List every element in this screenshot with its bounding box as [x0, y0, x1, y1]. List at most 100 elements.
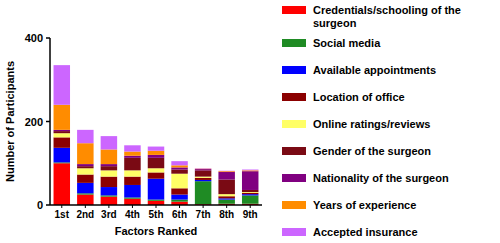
- bar-segment: [77, 195, 93, 205]
- bar-segment: [218, 200, 234, 204]
- y-tick-label: 400: [25, 32, 43, 44]
- legend-swatch: [282, 201, 306, 209]
- legend-line: Nationality of the surgeon: [313, 172, 449, 184]
- legend-label: Accepted insurance: [313, 226, 418, 238]
- bar-segment: [54, 130, 70, 131]
- legend-line: Credentials/schooling of the: [313, 4, 461, 16]
- bar-segment: [77, 143, 93, 164]
- bar-segment: [54, 65, 70, 105]
- bar-segment: [148, 172, 164, 178]
- legend-line: Years of experience: [313, 199, 416, 211]
- chart: 02004001st2nd3rd4th5th6th7th8th9thFactor…: [0, 0, 500, 243]
- legend-line: Accepted insurance: [313, 226, 418, 238]
- legend-label: Credentials/schooling of thesurgeon: [313, 4, 461, 29]
- bar-segment: [218, 196, 234, 198]
- y-tick: [46, 121, 50, 123]
- bar-segment: [171, 165, 187, 167]
- bar-segment: [242, 169, 258, 171]
- y-axis-label: Number of Participants: [4, 61, 16, 182]
- bar-segment: [171, 188, 187, 194]
- bar-segment: [124, 177, 140, 185]
- bar-segment: [242, 195, 258, 203]
- bar-segment: [171, 161, 187, 165]
- legend-swatch: [282, 6, 306, 14]
- x-tick-label: 4th: [125, 209, 140, 220]
- legend-label: Available appointments: [313, 64, 436, 76]
- bar-segment: [218, 198, 234, 199]
- bars: [54, 65, 259, 205]
- x-tick: [132, 205, 133, 208]
- bar-segment: [218, 171, 234, 173]
- bar-segment: [54, 137, 70, 147]
- legend-swatch: [282, 228, 306, 236]
- legend-label: Gender of the surgeon: [313, 145, 431, 157]
- bar-segment: [195, 181, 211, 204]
- bar-segment: [77, 168, 93, 174]
- bar-segment: [101, 166, 117, 170]
- bar-segment: [148, 168, 164, 172]
- bar-segment: [195, 178, 211, 180]
- bar-segment: [101, 149, 117, 164]
- bar-segment: [171, 200, 187, 202]
- bar-segment: [77, 164, 93, 166]
- bar-segment: [218, 194, 234, 196]
- bar-segment: [124, 152, 140, 156]
- legend-label: Online ratings/reviews: [313, 118, 430, 130]
- bar-segment: [195, 169, 211, 170]
- bar-segment: [54, 131, 70, 133]
- bar-segment: [195, 168, 211, 169]
- legend-swatch: [282, 120, 306, 128]
- bar-segment: [148, 155, 164, 158]
- bar-segment: [101, 136, 117, 149]
- bar-segment: [242, 171, 258, 190]
- bar-segment: [124, 156, 140, 158]
- legend-line: Available appointments: [313, 64, 436, 76]
- bar-segment: [171, 174, 187, 189]
- bar-segment: [124, 145, 140, 151]
- bar-segment: [195, 177, 211, 178]
- bar-segment: [195, 180, 211, 181]
- x-tick-label: 9th: [243, 209, 258, 220]
- bar-segment: [218, 172, 234, 180]
- bar-segment: [124, 185, 140, 198]
- legend-swatch: [282, 39, 306, 47]
- legend-swatch: [282, 174, 306, 182]
- bar-segment: [101, 177, 117, 187]
- x-tick-label: 2nd: [76, 209, 94, 220]
- bar-segment: [101, 170, 117, 176]
- legend: Credentials/schooling of thesurgeon Socia…: [282, 4, 461, 238]
- bar-segment: [218, 180, 234, 195]
- bar-segment: [54, 133, 70, 137]
- legend-label: Location of office: [313, 91, 405, 103]
- y-tick-label: 200: [25, 116, 43, 128]
- x-tick: [203, 205, 204, 208]
- bar-segment: [148, 151, 164, 155]
- bar-segment: [101, 197, 117, 205]
- bar-segment: [218, 170, 234, 171]
- bar-segment: [148, 200, 164, 201]
- bar-segment: [242, 190, 258, 192]
- x-axis-label: Factors Ranked: [115, 225, 198, 237]
- x-tick: [250, 205, 251, 208]
- x-tick-label: 7th: [196, 209, 211, 220]
- legend-label: Nationality of the surgeon: [313, 172, 449, 184]
- legend-swatch: [282, 147, 306, 155]
- bar-segment: [195, 170, 211, 176]
- legend-line: Social media: [313, 37, 381, 49]
- bar-segment: [171, 167, 187, 169]
- bar-segment: [148, 179, 164, 200]
- bar-segment: [171, 170, 187, 174]
- legend-line: Online ratings/reviews: [313, 118, 430, 130]
- bar-segment: [54, 163, 70, 205]
- bar-segment: [171, 195, 187, 200]
- bar-segment: [242, 194, 258, 195]
- y-tick-label: 0: [37, 199, 43, 211]
- x-tick: [156, 205, 157, 208]
- bar-segment: [195, 168, 211, 169]
- bar-segment: [77, 193, 93, 194]
- y-tick: [46, 204, 50, 206]
- x-tick: [61, 205, 62, 208]
- legend-label: Social media: [313, 37, 381, 49]
- bar-segment: [242, 170, 258, 172]
- bar-segment: [148, 158, 164, 168]
